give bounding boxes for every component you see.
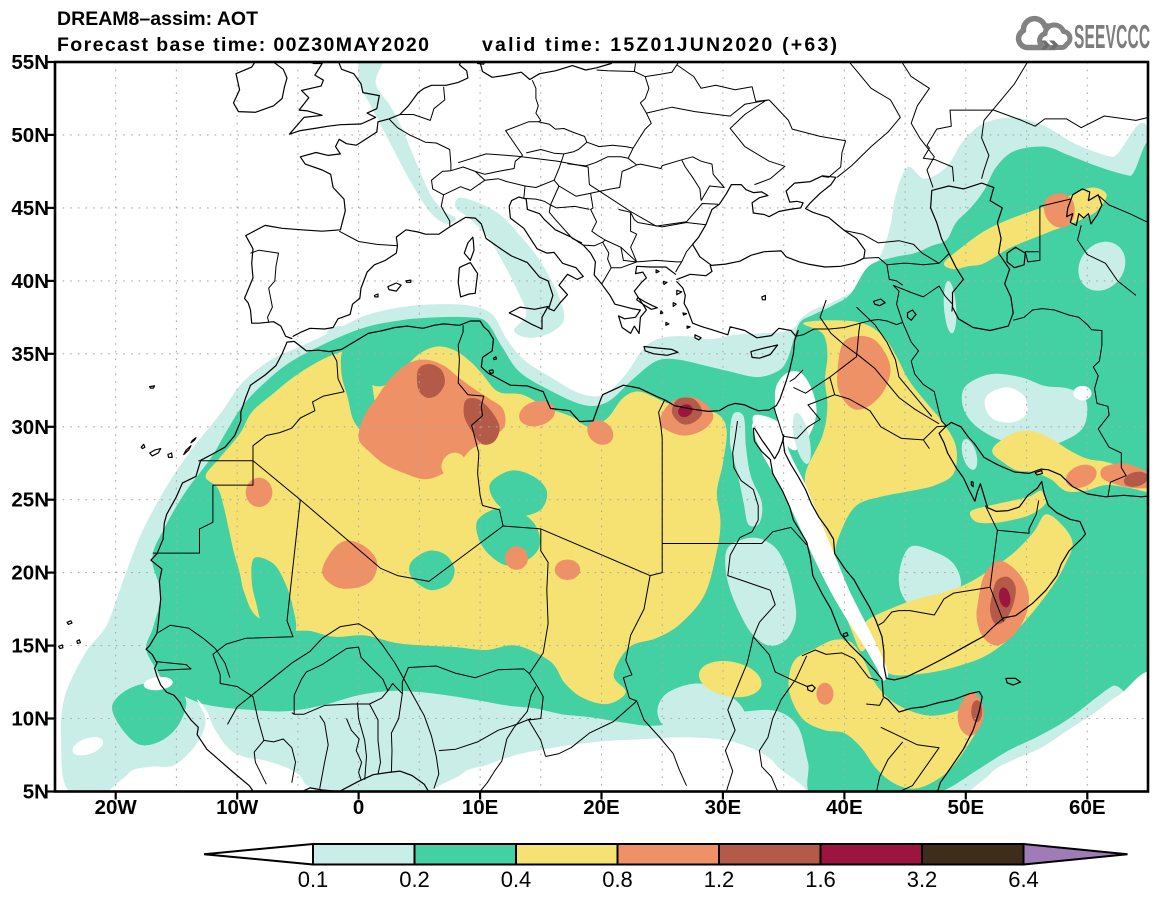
- svg-text:45N: 45N: [11, 197, 49, 220]
- svg-text:valid time: 15Z01JUN2020 (+63): valid time: 15Z01JUN2020 (+63): [482, 34, 837, 56]
- svg-text:10W: 10W: [216, 796, 259, 819]
- svg-text:30E: 30E: [705, 796, 741, 819]
- svg-text:30N: 30N: [11, 416, 49, 439]
- svg-text:DREAM8–assim: AOT: DREAM8–assim: AOT: [57, 8, 258, 30]
- svg-text:0.4: 0.4: [501, 867, 532, 892]
- svg-text:SEEVCCC: SEEVCCC: [1074, 20, 1150, 56]
- svg-text:60E: 60E: [1069, 796, 1105, 819]
- svg-text:1.2: 1.2: [704, 867, 735, 892]
- svg-text:40E: 40E: [826, 796, 862, 819]
- svg-text:25N: 25N: [11, 489, 49, 512]
- svg-text:5N: 5N: [23, 781, 49, 804]
- svg-text:20E: 20E: [583, 796, 619, 819]
- svg-text:35N: 35N: [11, 343, 49, 366]
- svg-text:40N: 40N: [11, 270, 49, 293]
- svg-text:0.2: 0.2: [399, 867, 430, 892]
- svg-text:6.4: 6.4: [1008, 867, 1039, 892]
- svg-text:15N: 15N: [11, 635, 49, 658]
- svg-text:20N: 20N: [11, 562, 49, 585]
- svg-text:55N: 55N: [11, 51, 49, 74]
- svg-text:3.2: 3.2: [907, 867, 938, 892]
- svg-text:Forecast base time: 00Z30MAY20: Forecast base time: 00Z30MAY2020: [57, 34, 429, 56]
- svg-text:0: 0: [353, 796, 364, 819]
- svg-text:1.6: 1.6: [805, 867, 836, 892]
- svg-text:0.1: 0.1: [298, 867, 329, 892]
- svg-text:10N: 10N: [11, 708, 49, 731]
- svg-text:50E: 50E: [948, 796, 984, 819]
- svg-text:50N: 50N: [11, 124, 49, 147]
- svg-text:0.8: 0.8: [602, 867, 633, 892]
- svg-text:20W: 20W: [95, 796, 138, 819]
- svg-text:10E: 10E: [462, 796, 498, 819]
